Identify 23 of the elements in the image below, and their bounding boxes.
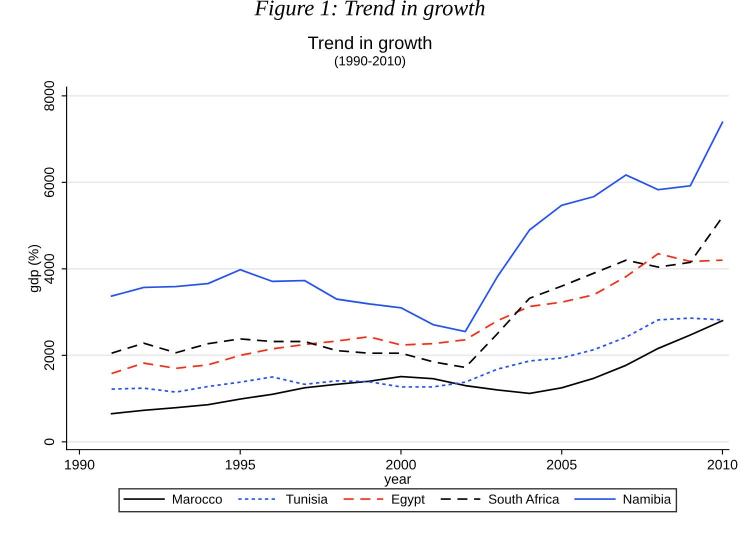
line-series: [110, 121, 724, 332]
legend-label: Tunisia: [286, 494, 328, 504]
caption: Figure 1: Trend in growth: [254, 0, 484, 20]
legend-label: South Africa: [488, 494, 560, 504]
legend-label: Namibia: [624, 494, 672, 504]
legend-label: Egypt: [392, 494, 425, 506]
line-series: [110, 252, 724, 374]
x-tick-label: 2010: [708, 460, 738, 470]
y-axis-title: gdp (%): [28, 244, 42, 292]
x-axis-title: year: [384, 476, 412, 487]
x-tick-label: 1990: [65, 460, 94, 470]
chart-title: Trend in growth: [308, 36, 432, 53]
line-series: [110, 320, 724, 415]
y-tick-label: 0: [44, 438, 54, 446]
x-tick-label: 2005: [546, 460, 577, 470]
legend-label: Marocco: [172, 494, 222, 504]
y-tick-label: 8000: [44, 80, 54, 111]
y-tick-label: 4000: [44, 254, 54, 284]
y-tick-label: 6000: [44, 167, 54, 198]
chart-subtitle: (1990-2010): [334, 56, 406, 68]
x-tick-label: 2000: [386, 460, 416, 470]
y-tick-label: 2000: [44, 340, 54, 370]
x-tick-label: 1995: [226, 460, 256, 470]
